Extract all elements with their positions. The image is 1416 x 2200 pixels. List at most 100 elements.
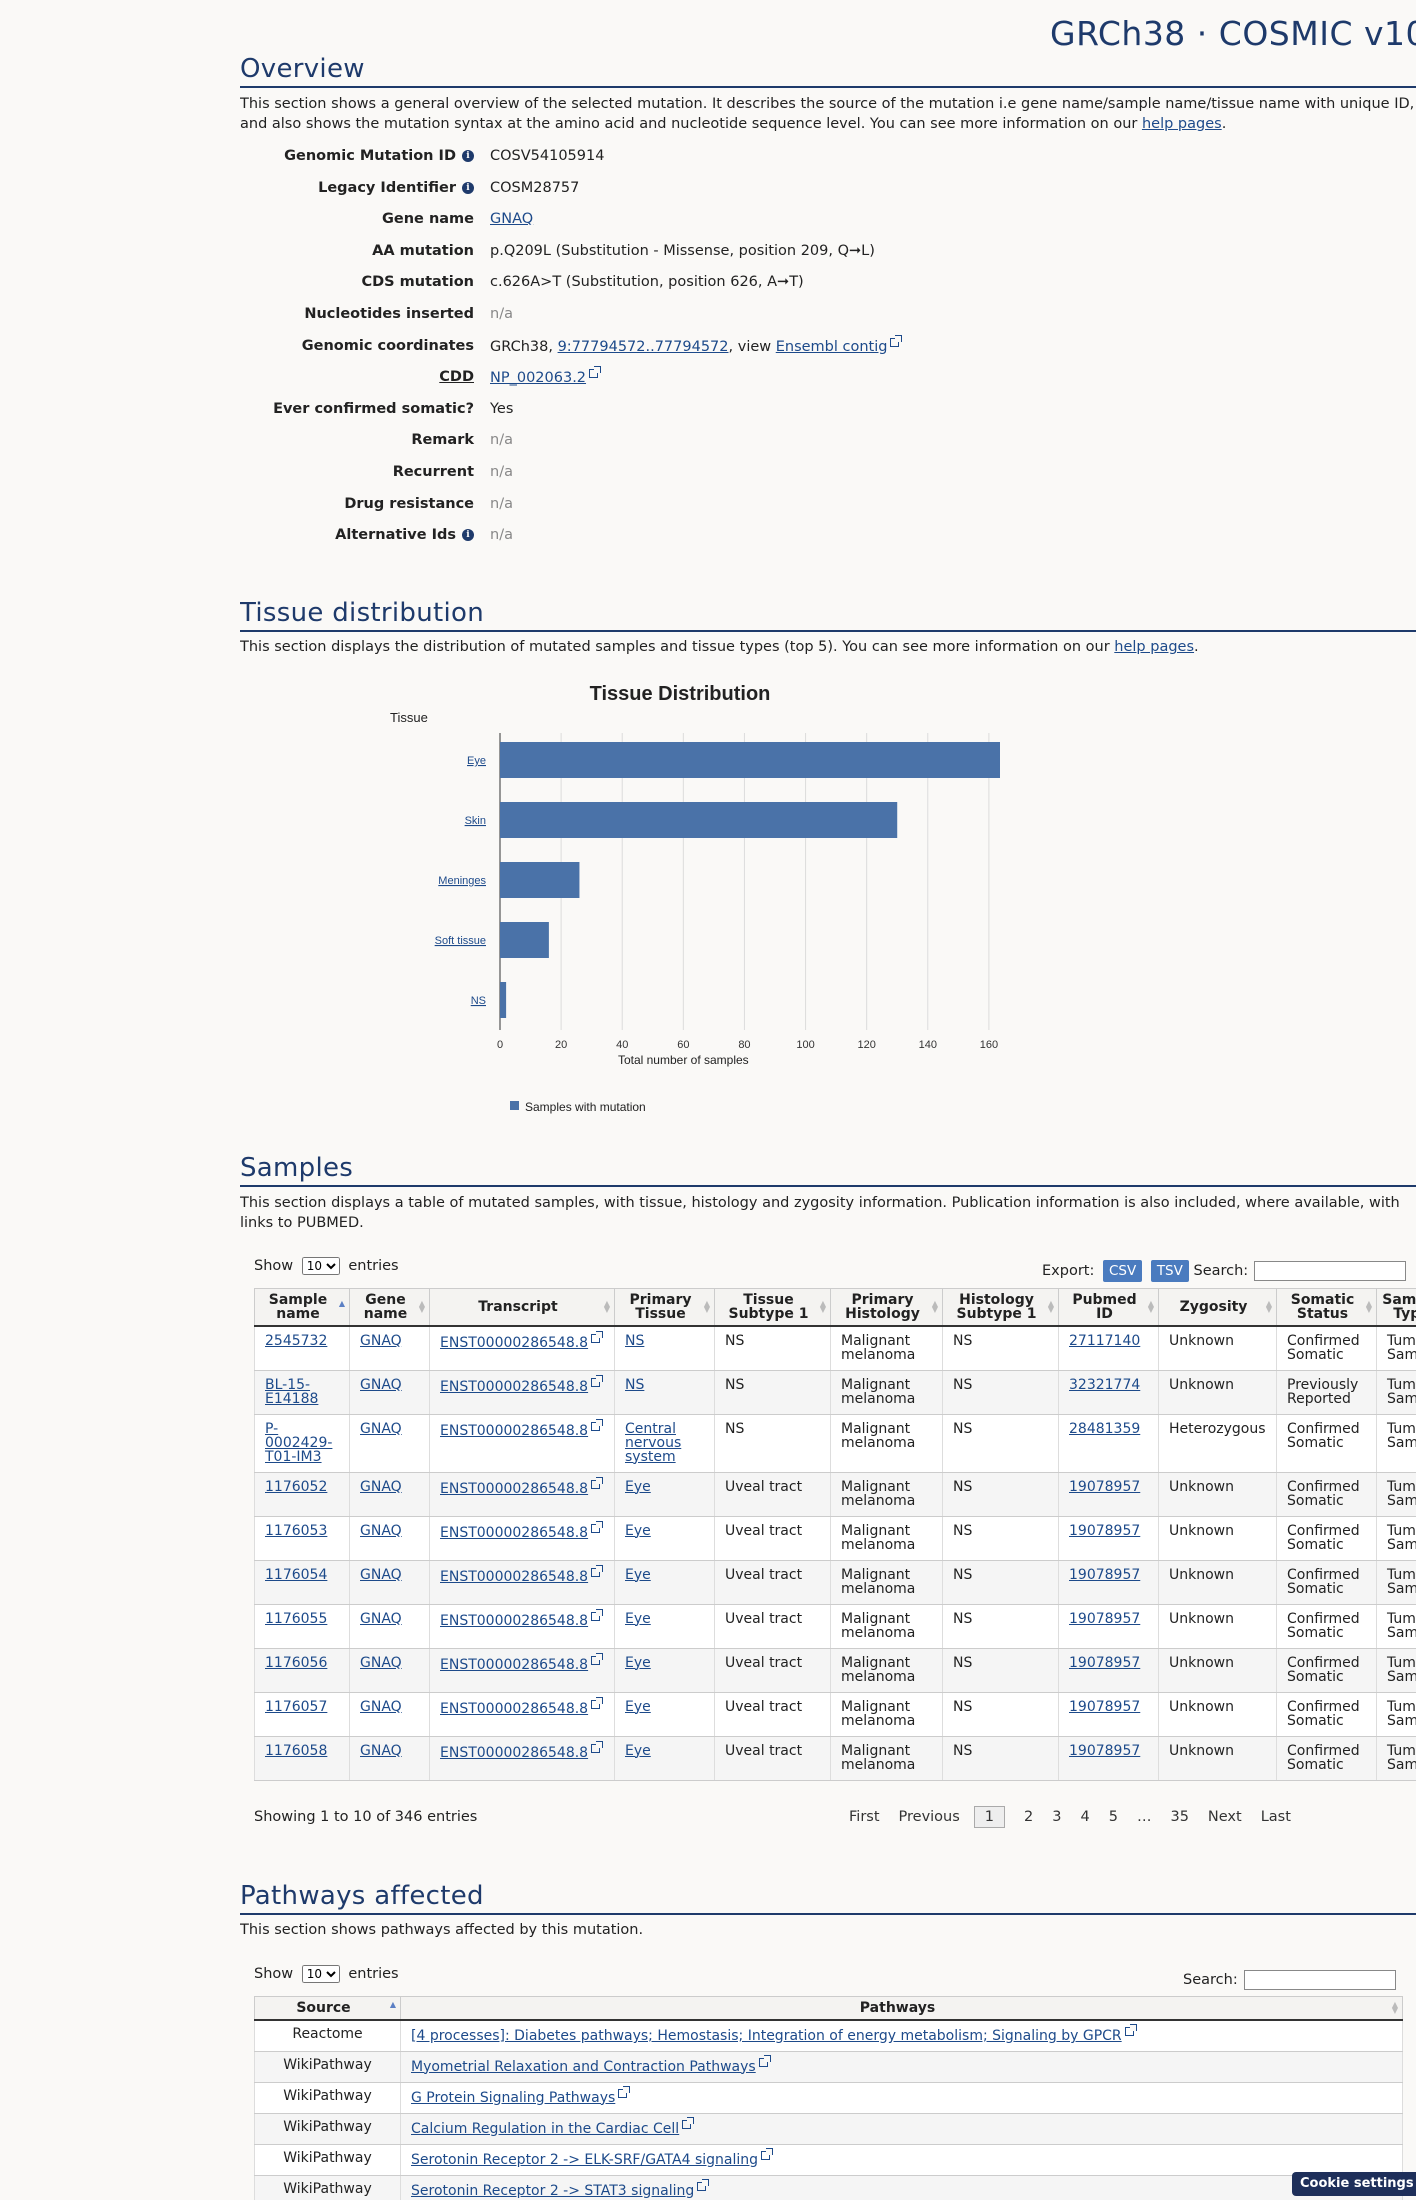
column-header[interactable]: Histology Subtype 1 ▲ ▼ [942,1288,1059,1327]
cell-link[interactable]: 27117140 [1069,1333,1141,1349]
pagination-item[interactable]: First [849,1809,880,1825]
samples-search-input[interactable] [1254,1261,1407,1281]
pagination-item[interactable]: 4 [1080,1809,1090,1825]
column-header[interactable]: Source ▲ [254,1996,401,2021]
export-tsv-button[interactable]: TSV [1150,1260,1189,1282]
cell-link[interactable]: GNAQ [360,1522,402,1539]
cell-link[interactable]: GNAQ [360,1698,402,1715]
column-header[interactable]: Tissue Subtype 1 ▲ ▼ [714,1288,831,1327]
cell-link[interactable]: 1176055 [265,1610,328,1627]
pathways-page-size-select[interactable]: 10 [301,1965,340,1983]
cell-link[interactable]: 19078957 [1069,1566,1141,1583]
pagination-item[interactable]: 2 [1024,1809,1034,1825]
pagination-item[interactable]: 3 [1052,1809,1062,1825]
pagination-item[interactable]: Last [1260,1809,1291,1825]
cell-link[interactable]: 1176052 [265,1478,328,1495]
cell-link[interactable]: ENST00000286548.8 [440,1656,589,1673]
column-header[interactable]: Transcript ▲ ▼ [429,1288,615,1327]
cell-link[interactable]: GNAQ [360,1420,402,1437]
bar-eye[interactable] [500,742,1020,778]
ensembl-contig-link[interactable]: Ensembl contig [775,338,888,355]
cell-link[interactable]: 19078957 [1069,1742,1141,1759]
column-header[interactable]: Somatic Status ▲ ▼ [1276,1288,1377,1327]
cell-link[interactable]: 19078957 [1069,1478,1141,1495]
cell-link[interactable]: ENST00000286548.8 [440,1612,589,1629]
cell-link[interactable]: GNAQ [360,1478,402,1495]
genomic-coordinates-link[interactable]: 9:77794572..77794572 [557,338,729,355]
cell-link[interactable]: ENST00000286548.8 [440,1700,589,1717]
info-icon[interactable]: i [462,150,474,162]
column-header[interactable]: Zygosity ▲ ▼ [1158,1288,1277,1327]
pagination-item[interactable]: 35 [1170,1809,1189,1825]
cell-link[interactable]: Eye [625,1742,651,1759]
cell-link[interactable]: 19078957 [1069,1698,1141,1715]
info-icon[interactable]: i [462,529,474,542]
column-header[interactable]: Sample Type▲▼ [1376,1288,1416,1327]
cell-link[interactable]: 1176054 [265,1566,328,1583]
pagination-item[interactable]: Next [1207,1809,1242,1825]
cell-link[interactable]: 2545732 [265,1333,328,1349]
bar-skin[interactable] [500,802,898,838]
column-header[interactable]: Primary Tissue ▲ ▼ [614,1288,715,1327]
pagination-item[interactable]: … [1136,1809,1152,1825]
cell-link[interactable]: ENST00000286548.8 [440,1568,589,1585]
cell-link[interactable]: Eye [625,1522,651,1539]
y-tick-label[interactable]: Eye [467,755,486,767]
cell-link[interactable]: GNAQ [360,1333,402,1349]
cell-link[interactable]: 1176056 [265,1654,328,1671]
column-header[interactable]: Pubmed ID ▲ ▼ [1058,1288,1159,1327]
y-tick-label[interactable]: NS [471,995,486,1007]
cell-link[interactable]: 28481359 [1069,1420,1141,1437]
cell-link[interactable]: GNAQ [360,1566,402,1583]
pathway-link[interactable]: Serotonin Receptor 2 -> STAT3 signaling [411,2182,695,2199]
cell-link[interactable]: 19078957 [1069,1654,1141,1671]
y-tick-label[interactable]: Meninges [438,875,486,887]
pathway-link[interactable]: Myometrial Relaxation and Contraction Pa… [411,2058,756,2075]
field-value-link[interactable]: NP_002063.2 [490,370,587,387]
y-tick-label[interactable]: Skin [465,815,486,827]
cell-link[interactable]: GNAQ [360,1654,402,1671]
pathway-link[interactable]: [4 processes]: Diabetes pathways; Hemost… [411,2028,1122,2044]
column-header[interactable]: Sample name ▲ [254,1288,350,1327]
cell-link[interactable]: NS [625,1333,645,1349]
pathway-link[interactable]: G Protein Signaling Pathways [411,2089,616,2106]
cell-link[interactable]: GNAQ [360,1610,402,1627]
cell-link[interactable]: 1176053 [265,1522,328,1539]
cell-link[interactable]: 32321774 [1069,1376,1141,1393]
samples-page-size-select[interactable]: 10 [301,1257,340,1275]
column-header[interactable]: Pathways ▲ ▼ [400,1996,1403,2021]
cell-link[interactable]: Eye [625,1478,651,1495]
cell-link[interactable]: 1176058 [265,1742,328,1759]
cell-link[interactable]: ENST00000286548.8 [440,1524,589,1541]
pagination-item[interactable]: Previous [898,1809,960,1825]
cell-link[interactable]: Eye [625,1566,651,1583]
cell-link[interactable]: ENST00000286548.8 [440,1335,589,1351]
cell-link[interactable]: Eye [625,1610,651,1627]
cookie-settings-button[interactable]: Cookie settings [1292,2172,1416,2196]
cell-link[interactable]: ENST00000286548.8 [440,1480,589,1497]
tissue-help-link[interactable]: help pages [1114,639,1195,655]
cell-link[interactable]: ENST00000286548.8 [440,1378,589,1395]
cell-link[interactable]: BL-15-E14188 [265,1376,319,1407]
cell-link[interactable]: Eye [625,1698,651,1715]
column-header[interactable]: Gene name ▲ ▼ [349,1288,430,1327]
cell-link[interactable]: ENST00000286548.8 [440,1422,589,1439]
cell-link[interactable]: GNAQ [360,1742,402,1759]
cell-link[interactable]: 1176057 [265,1698,328,1715]
bar-meninges[interactable] [500,862,580,898]
cell-link[interactable]: 19078957 [1069,1610,1141,1627]
overview-help-link[interactable]: help pages [1141,116,1222,132]
cell-link[interactable]: P-0002429-T01-IM3 [265,1420,333,1465]
cell-link[interactable]: NS [625,1376,645,1393]
column-header[interactable]: Primary Histology ▲ ▼ [830,1288,943,1327]
export-csv-button[interactable]: CSV [1102,1260,1143,1282]
pathway-link[interactable]: Calcium Regulation in the Cardiac Cell [411,2120,680,2137]
cell-link[interactable]: Central nervous system [625,1420,682,1465]
cell-link[interactable]: GNAQ [360,1376,402,1393]
cell-link[interactable]: ENST00000286548.8 [440,1744,589,1761]
cell-link[interactable]: 19078957 [1069,1522,1141,1539]
pagination-item[interactable]: 5 [1108,1809,1118,1825]
pagination-item[interactable]: 1 [973,1806,1006,1828]
y-tick-label[interactable]: Soft tissue [435,935,486,947]
bar-soft-tissue[interactable] [500,922,549,958]
